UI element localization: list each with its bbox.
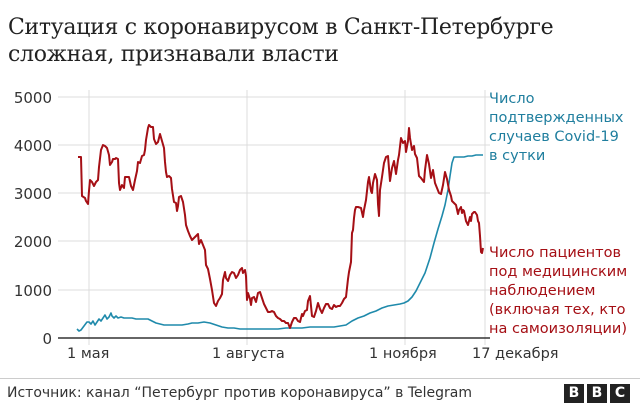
- bbc-logo-letter: C: [610, 384, 630, 403]
- y-tick-3000: 3000: [14, 185, 52, 203]
- gridlines: [58, 90, 490, 345]
- y-tick-5000: 5000: [14, 89, 52, 107]
- legend-patients-under-observation: Число пациентов под медицинским наблюден…: [489, 245, 628, 337]
- chart-title: Ситуация с коронавирусом в Санкт-Петербу…: [8, 14, 638, 68]
- y-tick-0: 0: [42, 330, 52, 348]
- legend-confirmed-cases: Число подтвержденных случаев Covid-19 в …: [489, 91, 624, 164]
- bbc-logo-letter: B: [587, 384, 607, 403]
- x-tick-august: 1 августа: [212, 346, 285, 362]
- bbc-logo-letter: B: [564, 384, 584, 403]
- y-axis-labels: 5000 4000 3000 2000 1000 0: [14, 89, 52, 348]
- y-tick-1000: 1000: [14, 282, 52, 300]
- title-line-2: сложная, признавали власти: [8, 42, 339, 67]
- x-tick-december: 17 декабря: [472, 346, 559, 362]
- bbc-logo: B B C: [564, 384, 630, 403]
- series-patients-under-observation: [78, 124, 484, 329]
- x-tick-november: 1 ноября: [369, 346, 437, 362]
- footer: Источник: канал “Петербург против корона…: [0, 378, 640, 408]
- y-tick-4000: 4000: [14, 137, 52, 155]
- title-line-1: Ситуация с коронавирусом в Санкт-Петербу…: [8, 15, 554, 40]
- x-tick-may: 1 мая: [67, 346, 110, 362]
- series-confirmed-cases: [76, 154, 483, 332]
- line-chart: 5000 4000 3000 2000 1000 0: [14, 89, 490, 348]
- source-note: Источник: канал “Петербург против корона…: [7, 385, 472, 401]
- y-tick-2000: 2000: [14, 233, 52, 251]
